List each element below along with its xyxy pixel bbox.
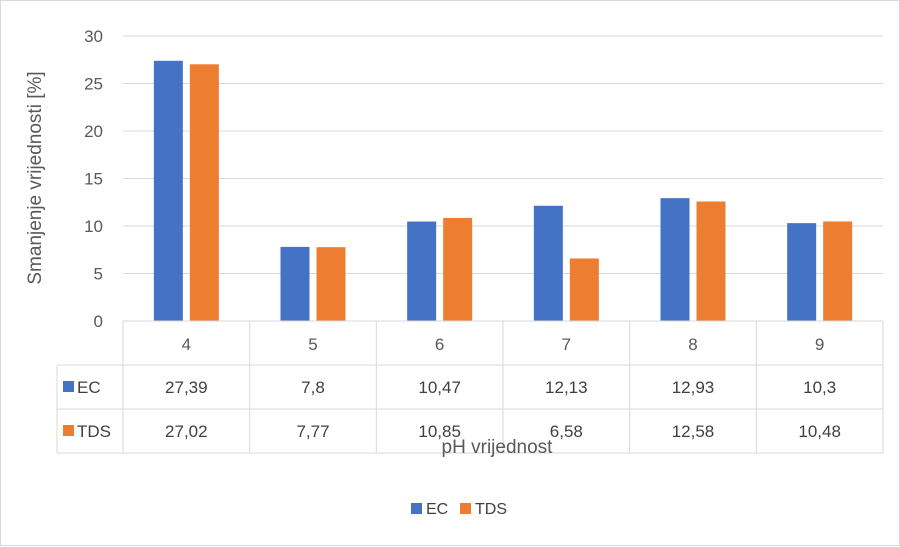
bar-ec-5 bbox=[280, 246, 310, 321]
data-label-tds: 6,58 bbox=[550, 422, 583, 441]
legend-label-tds: TDS bbox=[475, 501, 507, 518]
bar-tds-4 bbox=[189, 64, 219, 321]
data-label-ec: 7,8 bbox=[301, 378, 325, 397]
data-label-tds: 10,85 bbox=[418, 422, 461, 441]
table-series-name: TDS bbox=[77, 422, 111, 441]
data-label-ec: 10,3 bbox=[803, 378, 836, 397]
legend-key-tds bbox=[460, 503, 471, 514]
bar-tds-8 bbox=[696, 201, 726, 321]
x-category-label: 7 bbox=[562, 335, 571, 354]
table-series-name: EC bbox=[77, 378, 101, 397]
x-category-label: 4 bbox=[182, 335, 191, 354]
x-category-label: 5 bbox=[308, 335, 317, 354]
bar-tds-9 bbox=[823, 221, 853, 321]
y-tick-label: 15 bbox=[84, 170, 103, 189]
data-label-tds: 7,77 bbox=[296, 422, 329, 441]
data-label-ec: 27,39 bbox=[165, 378, 208, 397]
data-label-ec: 10,47 bbox=[418, 378, 461, 397]
legend-key-ec bbox=[411, 503, 422, 514]
x-axis-title: pH vrijednost bbox=[442, 437, 554, 458]
y-tick-label: 0 bbox=[94, 312, 103, 331]
bar-ec-4 bbox=[153, 60, 183, 322]
x-category-label: 8 bbox=[688, 335, 697, 354]
y-tick-label: 20 bbox=[84, 122, 103, 141]
bar-ec-7 bbox=[533, 205, 563, 321]
x-category-label: 9 bbox=[815, 335, 824, 354]
data-label-tds: 10,48 bbox=[798, 422, 841, 441]
data-table: 4 5 6 7 8 9 EC 27,39 7,8 10,47 12,13 12,93 10,3 TDS 27… bbox=[56, 320, 884, 454]
x-category-label: 6 bbox=[435, 335, 444, 354]
y-axis-title: Smanjenje vrijednosti [%] bbox=[25, 71, 46, 284]
bar-ec-9 bbox=[787, 223, 817, 321]
bar-tds-7 bbox=[569, 258, 599, 321]
data-label-ec: 12,93 bbox=[672, 378, 715, 397]
legend: EC TDS bbox=[411, 501, 507, 518]
bar-ec-6 bbox=[407, 221, 437, 321]
y-tick-label: 5 bbox=[94, 265, 103, 284]
data-label-tds: 27,02 bbox=[165, 422, 208, 441]
y-tick-label: 10 bbox=[84, 217, 103, 236]
bars bbox=[153, 60, 853, 322]
gridlines bbox=[123, 35, 883, 274]
bar-tds-5 bbox=[316, 247, 346, 321]
table-legend-key-ec bbox=[63, 381, 74, 392]
bar-tds-6 bbox=[443, 217, 473, 321]
data-label-tds: 12,58 bbox=[672, 422, 715, 441]
y-tick-label: 25 bbox=[84, 75, 103, 94]
y-tick-label: 30 bbox=[84, 27, 103, 46]
data-label-ec: 12,13 bbox=[545, 378, 588, 397]
bar-ec-8 bbox=[660, 198, 690, 321]
legend-label-ec: EC bbox=[426, 501, 448, 518]
table-legend-key-tds bbox=[63, 425, 74, 436]
axes: 0 5 10 15 20 25 30 bbox=[84, 27, 103, 331]
